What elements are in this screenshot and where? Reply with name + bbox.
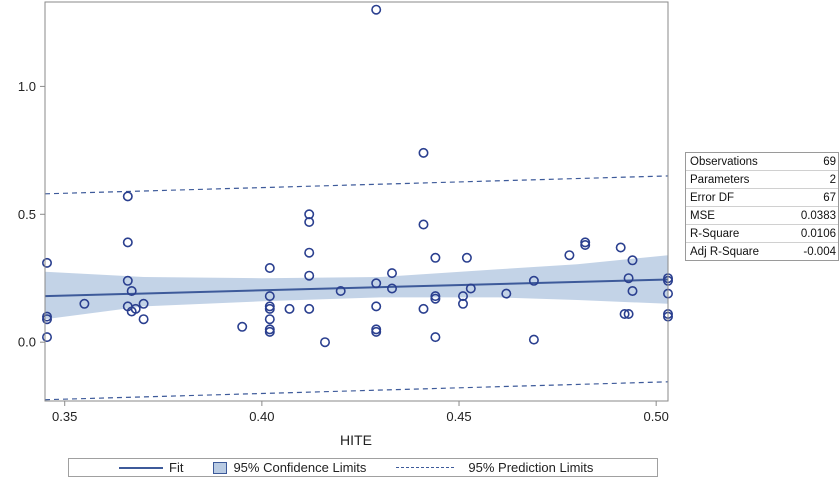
stat-value: 0.0383: [800, 209, 836, 222]
chart-legend: Fit 95% Confidence Limits 95% Prediction…: [68, 458, 658, 477]
data-point: [41, 257, 52, 268]
x-tick-label: 0.40: [249, 409, 274, 424]
data-point: [430, 332, 441, 343]
confidence-band-swatch: [213, 461, 228, 474]
stat-row: Error DF 67: [686, 189, 838, 207]
upper-prediction-line: [44, 175, 669, 195]
data-point: [371, 278, 382, 289]
y-tick-label: 0.5: [18, 207, 36, 222]
data-point: [304, 217, 315, 228]
data-point: [528, 334, 539, 345]
data-point: [304, 303, 315, 314]
x-tick-label: 0.45: [446, 409, 471, 424]
legend-fit-label: Fit: [169, 460, 184, 475]
y-tick-label: 0.0: [18, 335, 36, 350]
data-point: [122, 237, 133, 248]
data-point: [41, 314, 52, 325]
data-point: [564, 250, 575, 261]
data-point: [371, 326, 382, 337]
data-point: [627, 285, 638, 296]
x-axis-title: HITE: [340, 432, 372, 448]
data-point: [304, 270, 315, 281]
y-tick-label: 1.0: [18, 79, 36, 94]
stat-row: Adj R-Square -0.004: [686, 243, 838, 260]
data-point: [264, 291, 275, 302]
data-point: [528, 275, 539, 286]
data-point: [79, 298, 90, 309]
stat-row: R-Square 0.0106: [686, 225, 838, 243]
data-point: [418, 303, 429, 314]
data-point: [619, 308, 630, 319]
legend-item-confidence: 95% Confidence Limits: [213, 460, 366, 475]
stat-label: Adj R-Square: [690, 245, 760, 258]
stat-value: 67: [823, 191, 836, 204]
stat-label: MSE: [690, 209, 715, 222]
stat-label: Observations: [690, 155, 758, 168]
data-point: [41, 332, 52, 343]
legend-cl-label: 95% Confidence Limits: [233, 460, 367, 475]
stat-label: Error DF: [690, 191, 735, 204]
data-point: [319, 337, 330, 348]
data-point: [138, 298, 149, 309]
stat-label: R-Square: [690, 227, 740, 240]
data-point: [371, 4, 382, 15]
stat-value: 69: [823, 155, 836, 168]
data-point: [623, 273, 634, 284]
data-point: [418, 219, 429, 230]
data-point: [580, 240, 591, 251]
data-point: [627, 255, 638, 266]
stat-value: -0.004: [803, 245, 836, 258]
data-point: [126, 285, 137, 296]
stat-label: Parameters: [690, 173, 750, 186]
data-point: [304, 247, 315, 258]
data-point: [457, 298, 468, 309]
stat-row: Observations 69: [686, 153, 838, 171]
fit-statistics-table: Observations 69 Parameters 2 Error DF 67 MS…: [685, 152, 839, 261]
plot-frame: [44, 1, 669, 402]
prediction-line-swatch: [396, 467, 455, 468]
legend-item-prediction: 95% Prediction Limits: [396, 460, 593, 475]
data-point: [122, 191, 133, 202]
data-point: [430, 293, 441, 304]
data-point: [264, 262, 275, 273]
data-point: [430, 252, 441, 263]
data-point: [335, 285, 346, 296]
data-point: [386, 268, 397, 279]
legend-item-fit: Fit: [119, 460, 183, 475]
stat-row: MSE 0.0383: [686, 207, 838, 225]
data-point: [264, 326, 275, 337]
data-point: [465, 283, 476, 294]
x-tick-label: 0.35: [52, 409, 77, 424]
fit-line-swatch: [119, 466, 163, 469]
data-point: [237, 321, 248, 332]
data-point: [386, 283, 397, 294]
x-tick-label: 0.50: [644, 409, 669, 424]
fit-line: [44, 278, 669, 298]
legend-pl-label: 95% Prediction Limits: [468, 460, 594, 475]
data-point: [623, 308, 634, 319]
data-point: [264, 314, 275, 325]
lower-prediction-line: [44, 381, 669, 401]
stat-value: 0.0106: [800, 227, 836, 240]
data-point: [501, 288, 512, 299]
stat-row: Parameters 2: [686, 171, 838, 189]
data-point: [418, 147, 429, 158]
data-point: [138, 314, 149, 325]
data-point: [371, 301, 382, 312]
stat-value: 2: [829, 173, 836, 186]
line-layer: [44, 175, 669, 401]
data-point: [130, 303, 141, 314]
data-point: [284, 303, 295, 314]
data-point: [615, 242, 626, 253]
data-point: [122, 275, 133, 286]
data-point: [461, 252, 472, 263]
data-point: [264, 303, 275, 314]
axis-layer: 0.35 0.40 0.45 0.50 0.0 0.5 1.0: [18, 79, 669, 424]
